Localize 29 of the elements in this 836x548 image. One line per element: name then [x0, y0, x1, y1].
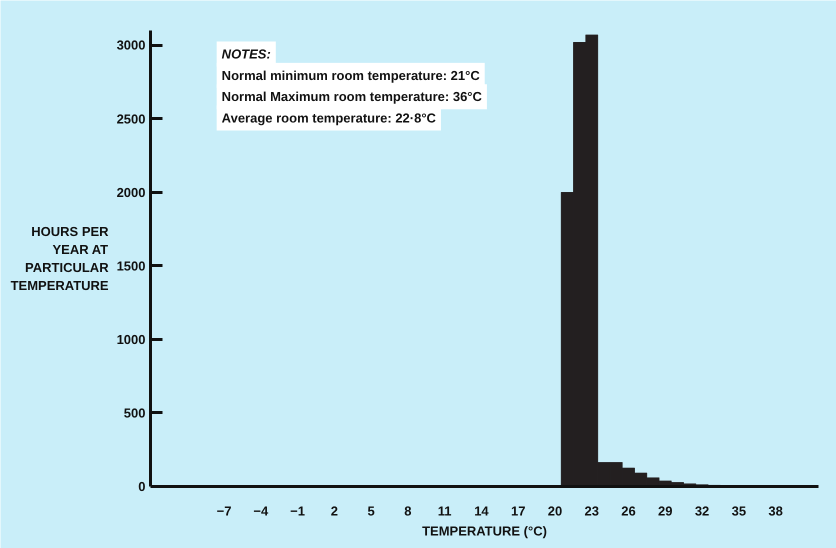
annotation: Normal Maximum room temperature: 36°C [222, 89, 483, 104]
x-tick-label: −7 [216, 504, 232, 518]
x-tick-label: 20 [548, 504, 562, 518]
annotation: Average room temperature: 22·8°C [222, 110, 437, 126]
x-tick-label: 29 [658, 504, 673, 518]
x-tick-label: −4 [253, 504, 269, 518]
x-tick-label: 11 [438, 504, 452, 518]
x-tick-label: 38 [768, 504, 783, 518]
x-tick-label: 23 [584, 504, 599, 518]
x-tick-label: 32 [694, 504, 710, 518]
y-axis-title: HOURS PER YEAR AT PARTICULAR TEMPERATURE [10, 224, 110, 293]
x-axis-title: TEMPERATURE (°C) [422, 524, 547, 538]
y-tick-label: 2000 [116, 184, 146, 200]
x-tick-label: 35 [732, 504, 746, 518]
x-tick-label: 5 [368, 504, 375, 518]
x-tick-label: −1 [290, 504, 305, 518]
x-tick-label: 14 [474, 504, 490, 518]
x-tick-label: 8 [404, 504, 412, 518]
x-tick-label: 2 [330, 504, 338, 518]
y-tick-label: 0 [138, 479, 146, 494]
annotation: Normal minimum room temperature: 21°C [222, 68, 480, 83]
x-tick-label: 26 [621, 504, 636, 518]
annotation: NOTES: [222, 46, 271, 62]
y-tick-label: 1500 [116, 258, 146, 274]
y-tick-label: 2500 [116, 111, 146, 126]
y-tick-label: 1000 [116, 332, 146, 347]
x-tick-label: 17 [510, 504, 526, 518]
y-tick-label: 3000 [116, 38, 146, 53]
y-tick-label: 500 [124, 405, 146, 420]
